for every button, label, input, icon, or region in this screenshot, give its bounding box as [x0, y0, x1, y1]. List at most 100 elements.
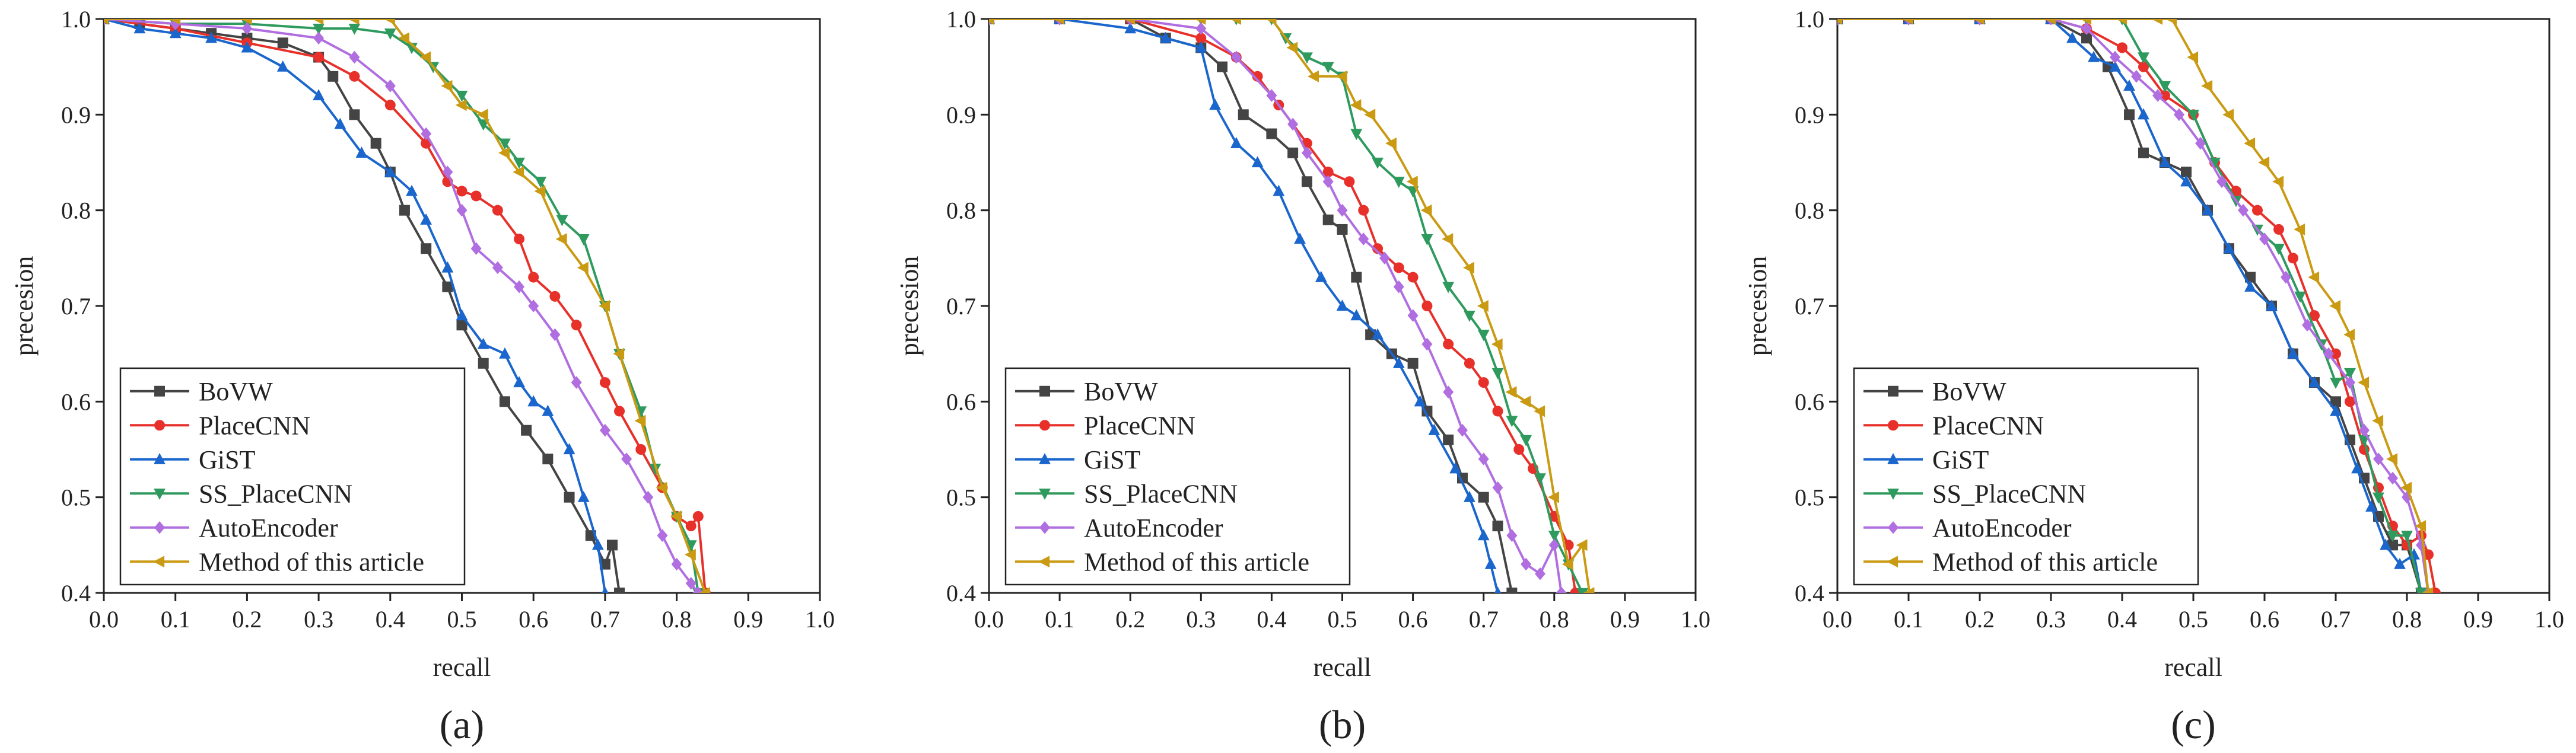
- data-point-method-of-this-article: [513, 166, 524, 178]
- data-point-gist: [2287, 347, 2299, 359]
- data-point-method-of-this-article: [1335, 70, 1347, 82]
- series-autoencoder: [989, 19, 1567, 593]
- series-gist: [1837, 19, 2425, 593]
- data-point-gist: [2202, 203, 2214, 215]
- legend-marker: [154, 385, 165, 397]
- legend-label: Method of this article: [1932, 547, 2158, 576]
- data-point-method-of-this-article: [1837, 19, 1843, 25]
- data-point-placecnn: [2117, 42, 2127, 53]
- data-point-method-of-this-article: [1477, 300, 1489, 312]
- data-point-method-of-this-article: [1230, 19, 1241, 25]
- data-point-method-of-this-article: [476, 109, 488, 121]
- data-point-gist: [1494, 586, 1502, 593]
- data-point-autoencoder: [1492, 481, 1503, 494]
- data-point-gist: [2380, 538, 2391, 550]
- data-point-placecnn: [635, 444, 647, 455]
- legend-entry-autoencoder: AutoEncoder: [1015, 513, 1223, 543]
- data-point-bovw: [456, 320, 468, 331]
- data-point-bovw: [1407, 358, 1419, 369]
- data-point-autoencoder: [1548, 538, 1560, 552]
- data-point-method-of-this-article: [1534, 405, 1545, 417]
- data-point-autoencoder: [2373, 452, 2384, 465]
- data-point-method-of-this-article: [2372, 414, 2384, 427]
- data-point-method-of-this-article: [1442, 233, 1454, 245]
- data-point-method-of-this-article: [455, 99, 467, 111]
- x-axis-label: recall: [433, 653, 491, 682]
- data-point-gist: [2159, 156, 2171, 168]
- data-point-method-of-this-article: [348, 19, 360, 25]
- legend-marker: [1887, 489, 1899, 500]
- data-point-placecnn: [1513, 444, 1525, 455]
- data-point-ss-placecnn: [499, 138, 511, 150]
- y-tick-label: 0.7: [1795, 293, 1824, 320]
- data-point-method-of-this-article: [1583, 587, 1595, 593]
- data-point-placecnn: [1344, 176, 1355, 187]
- x-tick-label: 0.9: [733, 606, 763, 633]
- x-tick-label: 0.6: [519, 606, 548, 633]
- data-point-gist: [1463, 490, 1475, 502]
- legend-entry-method-of-this-article: Method of this article: [1863, 547, 2158, 576]
- data-point-method-of-this-article: [1902, 19, 1914, 25]
- panel-label: (c): [2171, 702, 2215, 747]
- data-point-autoencoder: [1478, 452, 1489, 465]
- data-point-autoencoder: [2131, 70, 2142, 83]
- data-point-gist: [1273, 184, 1285, 196]
- data-point-method-of-this-article: [104, 19, 109, 25]
- series-autoencoder: [104, 19, 704, 593]
- data-point-method-of-this-article: [2116, 19, 2127, 25]
- data-point-method-of-this-article: [2272, 176, 2284, 188]
- data-point-autoencoder: [2081, 22, 2092, 35]
- data-point-ss-placecnn: [685, 540, 697, 552]
- data-point-autoencoder: [1337, 203, 1348, 217]
- data-point-bovw: [521, 425, 532, 436]
- data-point-gist: [477, 337, 489, 349]
- data-point-method-of-this-article: [498, 146, 510, 159]
- series-line-method-of-this-article: [1837, 19, 2429, 593]
- data-point-autoencoder: [2110, 50, 2120, 64]
- data-point-placecnn: [1443, 339, 1454, 350]
- y-tick-label: 0.8: [61, 197, 91, 224]
- data-point-method-of-this-article: [441, 80, 453, 92]
- data-point-method-of-this-article: [2258, 157, 2270, 168]
- legend-marker: [153, 556, 165, 568]
- x-tick-label: 0.5: [447, 606, 477, 633]
- data-point-autoencoder: [442, 165, 453, 178]
- legend-marker: [1888, 420, 1898, 431]
- data-point-method-of-this-article: [1973, 19, 1985, 25]
- data-point-bovw: [1506, 588, 1518, 593]
- data-point-method-of-this-article: [699, 587, 710, 593]
- data-point-autoencoder: [2323, 347, 2334, 360]
- data-point-gist: [456, 309, 468, 321]
- data-point-bovw: [1287, 147, 1299, 158]
- data-point-method-of-this-article: [2343, 328, 2355, 341]
- series-gist: [989, 19, 1502, 593]
- legend-label: Method of this article: [199, 547, 424, 576]
- legend-label: AutoEncoder: [1084, 513, 1223, 543]
- legend-marker: [1887, 452, 1899, 464]
- legend-marker: [1887, 556, 1898, 568]
- y-tick-label: 0.6: [1795, 388, 1824, 415]
- legend-box: [119, 367, 466, 586]
- data-point-autoencoder: [2387, 471, 2398, 485]
- data-point-bovw: [2330, 396, 2341, 407]
- y-axis-label: precesion: [1743, 256, 1772, 356]
- data-point-placecnn: [349, 71, 360, 82]
- data-point-autoencoder: [1266, 89, 1277, 102]
- data-point-autoencoder: [643, 490, 654, 504]
- x-tick-label: 0.7: [1469, 606, 1499, 633]
- data-point-gist: [1209, 98, 1222, 110]
- data-point-method-of-this-article: [240, 19, 252, 25]
- data-point-method-of-this-article: [2400, 481, 2412, 494]
- data-point-method-of-this-article: [168, 19, 180, 25]
- data-point-placecnn: [470, 190, 482, 202]
- data-point-autoencoder: [2302, 318, 2313, 332]
- data-point-bovw: [606, 540, 618, 551]
- y-axis-label: precesion: [9, 256, 39, 356]
- data-point-bovw: [1351, 272, 1362, 283]
- data-point-bovw: [1443, 434, 1454, 445]
- data-point-bovw: [542, 454, 554, 465]
- data-point-placecnn: [1372, 243, 1384, 254]
- x-tick-label: 1.0: [1681, 606, 1710, 633]
- y-tick-label: 0.7: [61, 293, 91, 320]
- data-point-ss-placecnn: [1372, 157, 1384, 169]
